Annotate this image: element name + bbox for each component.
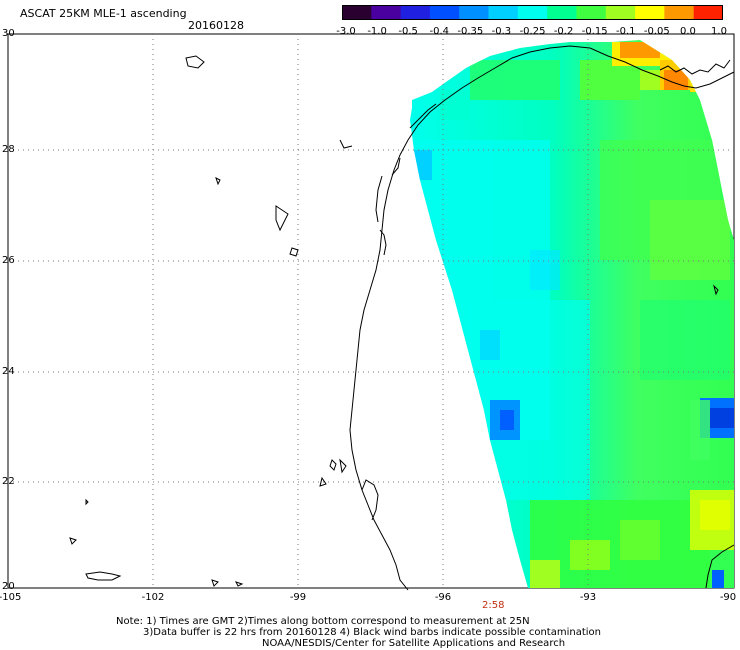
coastline <box>69 45 735 591</box>
colorbar-tick-label: -0.1 <box>615 26 636 37</box>
colorbar-tick-label: -1.0 <box>367 26 387 37</box>
footer-note-1: Note: 1) Times are GMT 2)Times along bot… <box>116 616 530 627</box>
lon-label-93: -93 <box>579 592 597 603</box>
pass-time-label: 2:58 <box>482 600 505 611</box>
colorbar-tick-label: -0.15 <box>581 26 608 37</box>
colorbar-segment <box>342 5 372 20</box>
colorbar-tick-label: -0.3 <box>491 26 512 37</box>
colorbar-tick-label: 1.0 <box>711 26 727 37</box>
lon-label-90: -90 <box>719 592 737 603</box>
colorbar-tick-label: -0.35 <box>457 26 484 37</box>
colorbar-segment <box>429 5 460 20</box>
map-plot <box>7 33 735 591</box>
page-title: ASCAT 25KM MLE-1 ascending <box>20 7 187 20</box>
graticule <box>8 34 734 588</box>
colorbar-segment <box>693 5 723 20</box>
lat-label-22: 22 <box>2 476 15 487</box>
colorbar-tick-label: -0.05 <box>643 26 670 37</box>
colorbar-tick-label: -3.0 <box>336 26 356 37</box>
colorbar-tick-label: -0.2 <box>553 26 574 37</box>
colorbar-segment <box>664 5 695 20</box>
footer-note-3: NOAA/NESDIS/Center for Satellite Applica… <box>262 638 566 649</box>
colorbar-tick-label: -0.25 <box>519 26 546 37</box>
lat-label-24: 24 <box>2 366 15 377</box>
lat-label-26: 26 <box>2 255 15 266</box>
colorbar-tick-label: -0.4 <box>429 26 450 37</box>
colorbar-segment <box>635 5 665 20</box>
colorbar-segment <box>605 5 636 20</box>
colorbar-tick-label: 0.0 <box>679 26 696 37</box>
lat-label-20: 20 <box>2 581 15 592</box>
colorbar-border <box>342 5 723 20</box>
colorbar-segment <box>576 5 607 20</box>
colorbar-segment <box>371 5 402 20</box>
colorbar-tick-label: -0.5 <box>398 26 418 37</box>
footer-note-2: 3)Data buffer is 22 hrs from 20160128 4)… <box>143 627 601 638</box>
colorbar-segment <box>517 5 548 20</box>
colorbar-segment <box>400 5 431 20</box>
colorbar-segment <box>459 5 490 20</box>
wind-data-swath <box>410 40 734 588</box>
lon-label-96: -96 <box>434 592 452 603</box>
colorbar-segment <box>547 5 577 20</box>
lon-label-102: -102 <box>141 592 165 603</box>
colorbar-segment <box>488 5 519 20</box>
date-label: 20160128 <box>188 19 244 32</box>
lon-label-105: -105 <box>0 592 22 603</box>
lon-label-99: -99 <box>289 592 307 603</box>
lat-label-30: 30 <box>2 28 15 39</box>
colorbar <box>342 5 723 20</box>
lat-label-28: 28 <box>2 144 15 155</box>
